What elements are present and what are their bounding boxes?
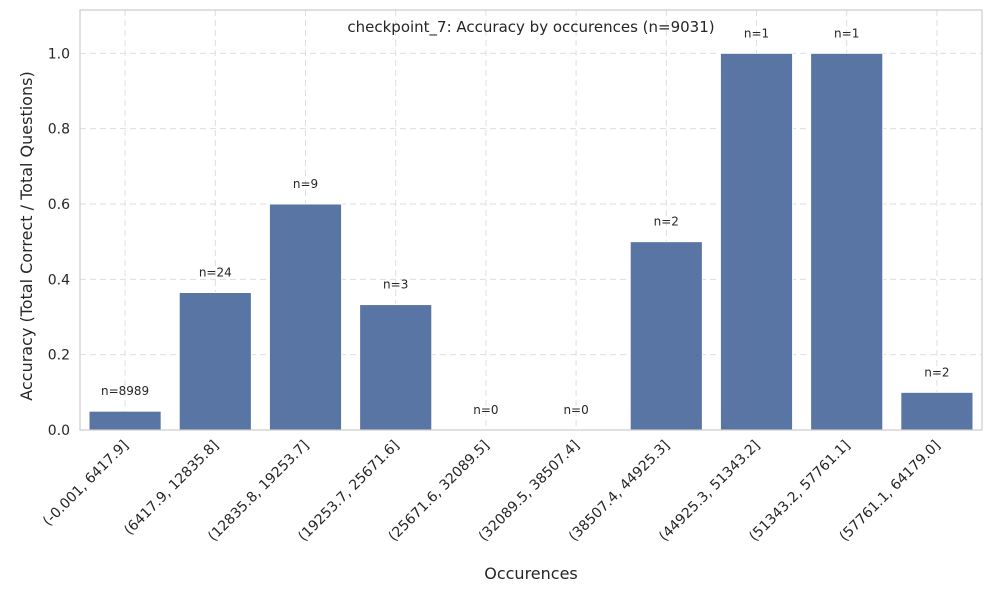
y-tick-label: 0.6 <box>48 197 70 213</box>
bar <box>629 241 703 431</box>
bar-labels: n=8989 n=24 n=9 n=3 n=0 n=0 n=2 n=1 n=1 n=2 <box>101 26 950 417</box>
bar <box>178 292 252 431</box>
plot-frame <box>79 9 983 431</box>
x-tick-label: (-0.001, 6417.9] <box>40 438 132 530</box>
x-tick-label: (12835.8, 19253.7] <box>205 438 312 545</box>
bar <box>268 203 343 431</box>
y-tick-label: 1.0 <box>48 46 70 62</box>
x-tick-label: (6417.9, 12835.8] <box>121 438 222 539</box>
y-tick-label: 0.0 <box>48 423 70 439</box>
bars <box>88 52 974 431</box>
bar-count-label: n=3 <box>383 278 408 292</box>
bar-count-label: n=24 <box>199 266 232 280</box>
bar <box>900 391 974 431</box>
bar-count-label: n=0 <box>563 403 588 417</box>
x-tick-label: (51343.2, 57761.1] <box>746 438 853 545</box>
bar-count-label: n=2 <box>924 365 949 379</box>
y-axis-title: Accuracy (Total Correct / Total Question… <box>17 71 36 400</box>
x-tick-label: (19253.7, 25671.6] <box>295 438 402 545</box>
x-tick-label: (38507.4, 44925.3] <box>566 438 673 545</box>
bar-count-label: n=1 <box>744 26 769 40</box>
bar-count-label: n=9 <box>293 177 318 191</box>
bar <box>810 52 884 431</box>
bar-count-label: n=8989 <box>101 384 149 398</box>
bar-count-label: n=2 <box>654 215 679 229</box>
x-axis-title: Occurences <box>484 564 578 583</box>
y-tick-label: 0.8 <box>48 122 70 138</box>
x-tick-label: (57761.1, 64179.0] <box>837 438 944 545</box>
chart-title: checkpoint_7: Accuracy by occurences (n=… <box>347 18 714 37</box>
x-tick-label: (25671.6, 32089.5] <box>386 438 493 545</box>
bar <box>88 410 162 431</box>
bar <box>719 52 794 431</box>
bar <box>359 304 433 431</box>
y-axis-ticks: 0.0 0.2 0.4 0.6 0.8 1.0 <box>48 46 70 439</box>
y-tick-label: 0.4 <box>48 272 70 288</box>
bar-count-label: n=0 <box>473 403 498 417</box>
x-axis-ticks: (-0.001, 6417.9](6417.9, 12835.8](12835.… <box>40 438 944 545</box>
x-tick-label: (44925.3, 51343.2] <box>656 438 763 545</box>
x-tick-label: (32089.5, 38507.4] <box>476 438 583 545</box>
bar-count-label: n=1 <box>834 26 859 40</box>
y-tick-label: 0.2 <box>48 348 70 364</box>
